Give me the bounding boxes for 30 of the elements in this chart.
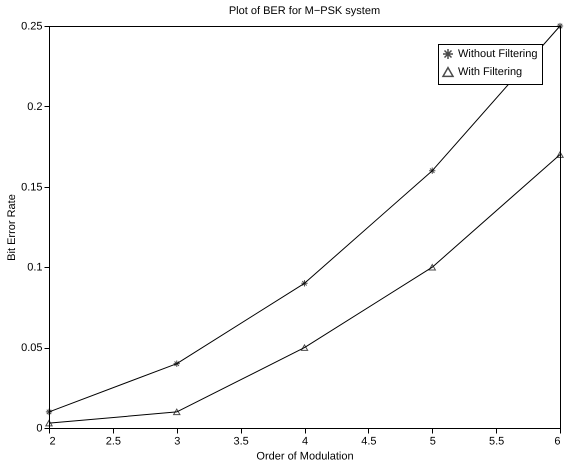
y-tick-label: 0.1 bbox=[27, 262, 42, 274]
y-tick-label: 0.2 bbox=[27, 100, 42, 113]
y-tick-label: 0.05 bbox=[21, 342, 42, 354]
x-tick-label: 4.5 bbox=[361, 436, 377, 448]
x-tick-label: 3.5 bbox=[233, 436, 249, 448]
point bbox=[556, 22, 564, 30]
y-tick-label: 0.15 bbox=[21, 181, 42, 194]
x-tick-label: 6 bbox=[554, 436, 560, 448]
chart-title: Plot of BER for M−PSK system bbox=[228, 5, 380, 17]
point bbox=[428, 264, 436, 270]
x-tick-label: 4 bbox=[302, 436, 308, 448]
point bbox=[45, 420, 53, 426]
point bbox=[173, 360, 180, 368]
point bbox=[300, 280, 308, 287]
x-tick-label: 5 bbox=[430, 436, 436, 448]
point bbox=[45, 408, 53, 416]
point bbox=[556, 151, 564, 158]
y-tick-label: 0.25 bbox=[21, 20, 42, 32]
x-tick-label: 3 bbox=[174, 436, 180, 448]
x-tick-label: 2.5 bbox=[106, 436, 122, 448]
x-tick-label: 2 bbox=[50, 436, 56, 448]
x-tick-label: 5.5 bbox=[488, 436, 504, 448]
y-axis-title: Bit Error Rate bbox=[6, 194, 18, 261]
point bbox=[173, 408, 180, 416]
y-tick-label: 0 bbox=[36, 422, 42, 434]
legend-label: With Filtering bbox=[458, 66, 522, 78]
point bbox=[300, 344, 308, 351]
legend-label: Without Filtering bbox=[458, 48, 538, 60]
point bbox=[428, 167, 436, 174]
x-axis-title: Order of Modulation bbox=[256, 450, 354, 462]
